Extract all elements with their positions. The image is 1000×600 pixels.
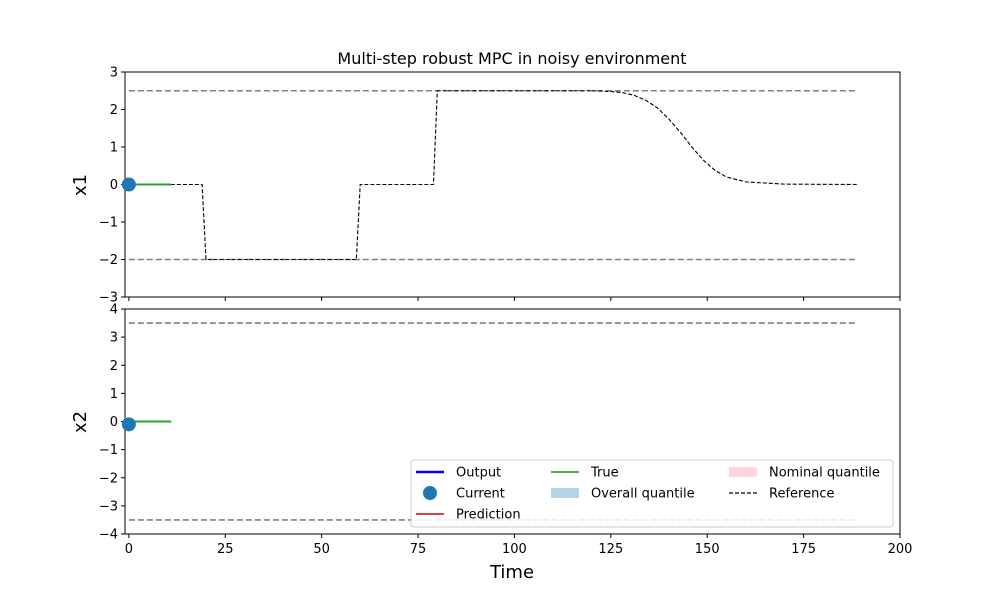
current-marker bbox=[121, 177, 136, 192]
legend-prediction-label: Prediction bbox=[456, 508, 521, 523]
legend-nominal-quantile-label: Nominal quantile bbox=[769, 466, 880, 481]
legend-current-swatch bbox=[423, 486, 437, 500]
chart-title: Multi-step robust MPC in noisy environme… bbox=[337, 49, 686, 68]
x-tick-label: 50 bbox=[313, 542, 330, 557]
y-tick-label: −2 bbox=[99, 471, 118, 486]
y-tick-label: 4 bbox=[110, 303, 118, 318]
y-tick-label: 1 bbox=[110, 141, 118, 156]
y-tick-label: −2 bbox=[99, 253, 118, 268]
legend-reference-label: Reference bbox=[769, 487, 834, 502]
legend-output-label: Output bbox=[456, 466, 501, 481]
legend-current-label: Current bbox=[456, 487, 505, 502]
y-tick-label: −4 bbox=[99, 528, 118, 543]
x-tick-label: 0 bbox=[125, 542, 133, 557]
y-tick-label: 3 bbox=[110, 66, 118, 81]
x-tick-label: 200 bbox=[888, 542, 913, 557]
x-tick-label: 175 bbox=[791, 542, 816, 557]
x-tick-label: 25 bbox=[217, 542, 234, 557]
y-tick-label: −1 bbox=[99, 216, 118, 231]
reference-line bbox=[128, 90, 858, 261]
x-tick-label: 125 bbox=[598, 542, 623, 557]
y-tick-label: −1 bbox=[99, 443, 118, 458]
y-tick-label: −3 bbox=[99, 499, 118, 514]
x-tick-label: 150 bbox=[695, 542, 720, 557]
y-tick-label: 0 bbox=[110, 178, 118, 193]
x-tick-label: 100 bbox=[502, 542, 527, 557]
x-tick-label: 75 bbox=[410, 542, 427, 557]
legend-overall-quantile-swatch bbox=[551, 488, 579, 498]
y-tick-label: 2 bbox=[110, 103, 118, 118]
subplot-x1: −3 −2 −1 0 1 2 3 bbox=[99, 66, 901, 306]
plot-area: −3 −2 −1 0 1 2 3 −4 −3 −2 −1 0 1 2 3 4 0 25 50 75 100 125 150 1… bbox=[99, 66, 913, 558]
y-axis-label-x1: x1 bbox=[70, 174, 91, 196]
legend-nominal-quantile-swatch bbox=[729, 467, 757, 477]
y-tick-label: 1 bbox=[110, 387, 118, 402]
legend-true-label: True bbox=[590, 466, 619, 481]
y-tick-label: 2 bbox=[110, 359, 118, 374]
y-tick-label: 3 bbox=[110, 331, 118, 346]
legend-box bbox=[410, 459, 894, 528]
x-axis-label: Time bbox=[489, 562, 534, 583]
legend: Output Current Prediction True Overall quant… bbox=[410, 459, 894, 528]
current-marker bbox=[121, 417, 136, 432]
y-tick-label: 0 bbox=[110, 415, 118, 430]
legend-overall-quantile-label: Overall quantile bbox=[591, 487, 695, 502]
y-axis-label-x2: x2 bbox=[70, 411, 91, 433]
y-tick-label: −3 bbox=[99, 291, 118, 306]
